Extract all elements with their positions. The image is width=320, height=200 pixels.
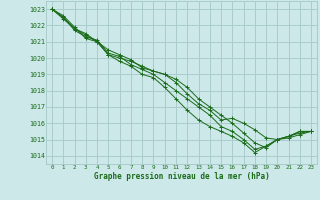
X-axis label: Graphe pression niveau de la mer (hPa): Graphe pression niveau de la mer (hPa) xyxy=(94,172,269,181)
